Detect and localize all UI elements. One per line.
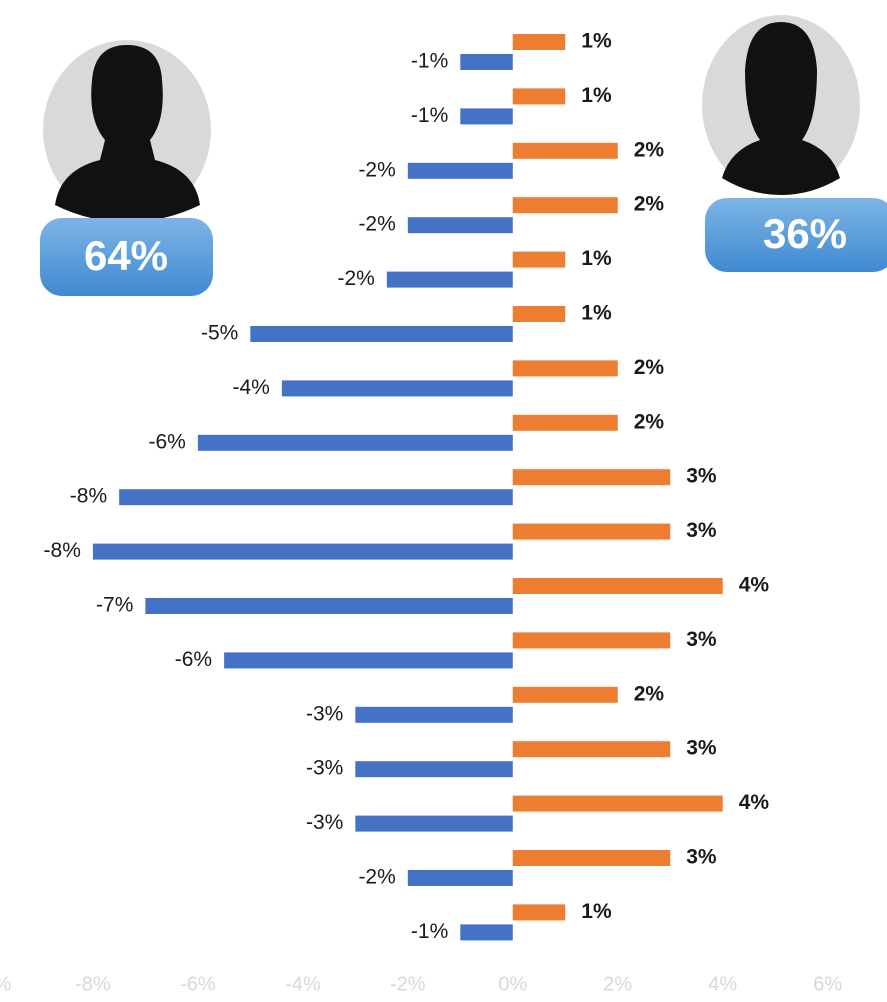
bar	[460, 924, 513, 941]
badge-label: 64%	[84, 232, 168, 279]
value-label: -6%	[149, 430, 186, 453]
bar	[355, 815, 513, 832]
bar	[512, 741, 671, 758]
bar	[512, 904, 566, 921]
bar	[460, 54, 513, 70]
value-label: -4%	[232, 376, 269, 399]
value-label: 2%	[634, 682, 665, 705]
value-label: -6%	[175, 648, 212, 671]
bar	[145, 598, 513, 614]
bar	[512, 34, 566, 50]
value-label: 1%	[581, 302, 612, 325]
value-label: -1%	[411, 104, 448, 127]
bar	[512, 360, 618, 377]
value-label: 4%	[739, 791, 770, 814]
bar	[512, 795, 723, 812]
value-label: -3%	[306, 811, 343, 834]
bar	[512, 469, 671, 486]
bar	[250, 326, 513, 342]
value-label: -2%	[358, 866, 395, 889]
value-label: 2%	[634, 410, 665, 433]
value-label: -2%	[358, 158, 395, 181]
x-tick-label: 2%	[603, 973, 632, 995]
value-label: -5%	[201, 322, 238, 345]
value-label: -2%	[358, 213, 395, 236]
x-tick-label: -4%	[285, 973, 321, 995]
bar	[512, 251, 566, 268]
value-label: 1%	[581, 900, 612, 923]
value-label: 3%	[686, 628, 717, 651]
value-label: -8%	[44, 539, 81, 562]
bar	[407, 217, 513, 234]
bar	[512, 306, 566, 322]
bar	[224, 652, 513, 669]
bar	[119, 489, 513, 506]
bar	[512, 197, 618, 214]
bar	[197, 434, 513, 451]
value-label: -3%	[306, 757, 343, 780]
bar	[355, 761, 513, 778]
value-label: 1%	[581, 84, 612, 107]
x-tick-label: 4%	[708, 973, 737, 995]
value-label: 1%	[581, 30, 612, 53]
bar	[512, 88, 566, 105]
value-label: -2%	[337, 267, 374, 290]
bar	[512, 142, 618, 159]
bar	[512, 578, 723, 594]
value-label: 2%	[634, 356, 665, 379]
x-tick-label: -8%	[75, 973, 111, 995]
x-tick-label: -10%	[0, 973, 11, 995]
bar	[407, 870, 513, 886]
value-label: 4%	[739, 574, 770, 597]
badge-label: 36%	[763, 210, 847, 257]
bar	[512, 414, 618, 431]
bar	[460, 108, 513, 125]
bar	[512, 632, 671, 649]
avatar-right: 36%	[702, 15, 887, 272]
value-label: -7%	[96, 594, 133, 617]
bar	[512, 850, 671, 866]
x-tick-label: -6%	[180, 973, 216, 995]
value-label: -3%	[306, 702, 343, 725]
x-tick-label: -2%	[390, 973, 426, 995]
bar	[386, 271, 513, 288]
value-label: 2%	[634, 193, 665, 216]
value-label: -8%	[70, 485, 107, 508]
value-label: 2%	[634, 138, 665, 161]
value-label: 1%	[581, 247, 612, 270]
bar	[512, 523, 671, 540]
bar	[355, 706, 513, 723]
value-label: 3%	[686, 737, 717, 760]
value-label: 3%	[686, 846, 717, 869]
bar	[92, 543, 513, 560]
x-tick-label: 6%	[813, 973, 842, 995]
x-tick-label: 0%	[498, 973, 527, 995]
value-label: 3%	[686, 465, 717, 488]
value-label: -1%	[411, 50, 448, 73]
bar	[281, 380, 513, 397]
bar	[407, 162, 513, 179]
value-label: 3%	[686, 519, 717, 542]
avatar-left: 64%	[40, 40, 213, 296]
value-label: -1%	[411, 920, 448, 943]
bar	[512, 686, 618, 703]
